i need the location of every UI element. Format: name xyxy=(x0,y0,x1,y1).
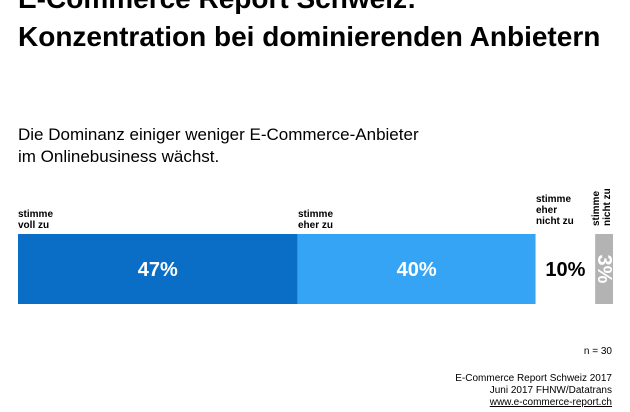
chart-subtitle-line-1: Die Dominanz einiger weniger E-Commerce-… xyxy=(18,125,419,144)
bar-value-label-2: 10% xyxy=(545,259,585,281)
bar-value-label-3: 3% xyxy=(593,255,615,284)
bar-value-label-1: 40% xyxy=(397,259,437,281)
chart-subtitle-line-2: im Onlinebusiness wächst. xyxy=(18,147,220,166)
category-label-eher-nicht-zu: stimme eher nicht zu xyxy=(536,194,574,227)
source-line-1: E-Commerce Report Schweiz 2017 xyxy=(455,373,612,384)
category-label-eher-zu-line-2: eher zu xyxy=(298,220,334,231)
chart-subtitle: Die Dominanz einiger weniger E-Commerce-… xyxy=(18,124,618,168)
bar-segment-3 xyxy=(595,234,613,304)
sample-size: n = 30 xyxy=(583,346,612,357)
source-url[interactable]: www.e-commerce-report.ch xyxy=(489,397,612,408)
bar-segment-0 xyxy=(18,234,298,304)
category-label-eher-nicht-zu-line-3: nicht zu xyxy=(536,216,574,227)
category-label-voll-zu-line-2: voll zu xyxy=(18,220,50,231)
category-label-voll-zu-line-1: stimme xyxy=(18,209,54,220)
category-label-eher-zu-line-1: stimme xyxy=(298,209,334,220)
category-label-eher-zu: stimme eher zu xyxy=(298,209,333,231)
bar-segment-1 xyxy=(297,234,536,304)
source-line-2: Juni 2017 FHNW/Datatrans xyxy=(489,385,612,396)
chart-title-line-2: Konzentration bei dominierenden Anbieter… xyxy=(18,21,601,52)
category-label-voll-zu: stimme voll zu xyxy=(18,209,53,231)
category-label-eher-nicht-zu-line-2: eher xyxy=(536,205,558,216)
category-label-eher-nicht-zu-line-1: stimme xyxy=(536,194,572,205)
chart-title: E-Commerce Report Schweiz: Konzentration… xyxy=(18,0,618,56)
bar-value-label-0: 47% xyxy=(138,259,178,281)
bar-segment-2 xyxy=(535,234,596,304)
chart-title-line-1: E-Commerce Report Schweiz: xyxy=(18,0,618,18)
